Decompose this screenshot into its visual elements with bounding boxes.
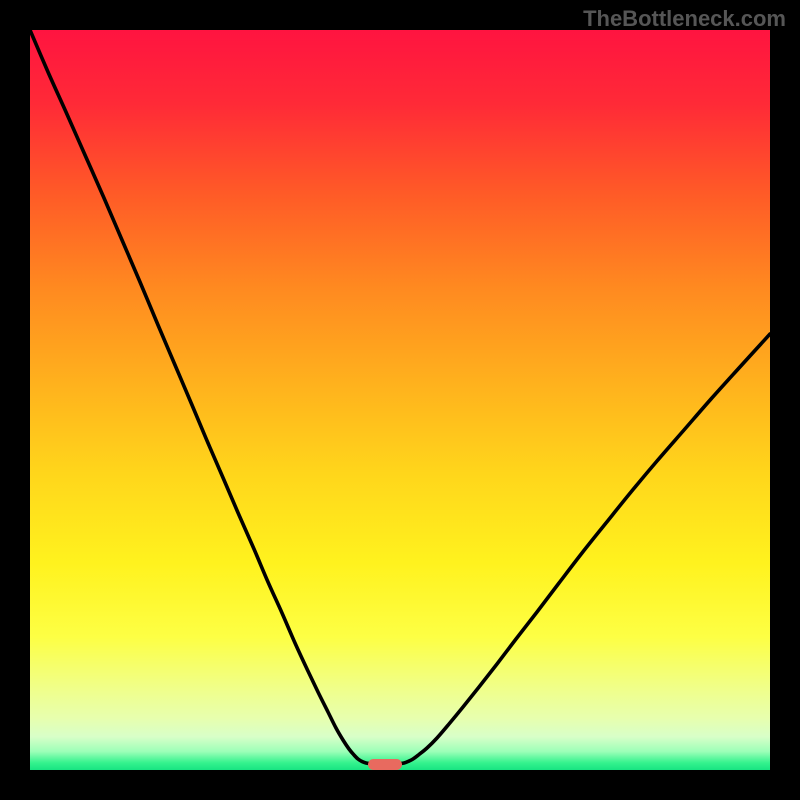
curves-layer [30,30,770,770]
watermark-text: TheBottleneck.com [583,6,786,32]
plot-area [30,30,770,770]
right-curve [400,334,770,764]
left-curve [30,30,370,764]
bottleneck-marker [368,759,402,770]
chart-container: TheBottleneck.com [0,0,800,800]
